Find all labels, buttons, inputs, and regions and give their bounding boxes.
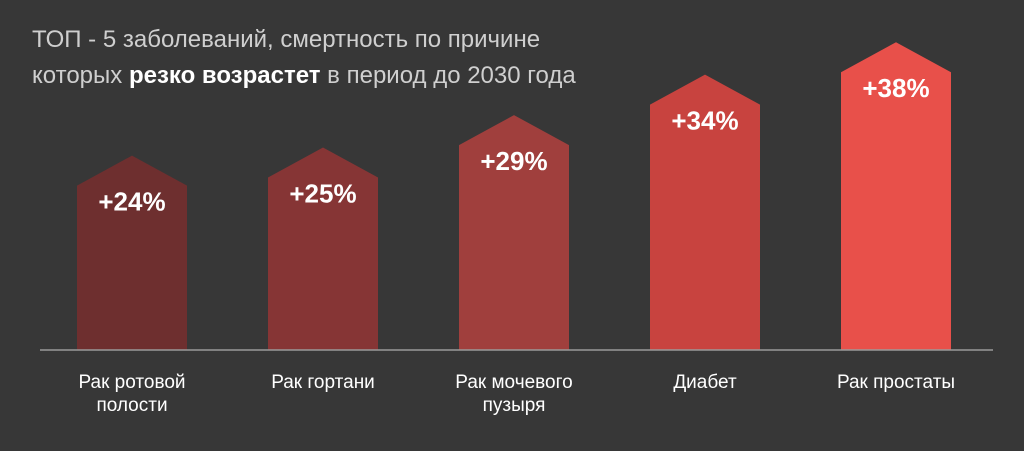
data-label: +25% [289,179,356,209]
data-label: +29% [480,146,547,176]
title-line-1: ТОП - 5 заболеваний, смертность по причи… [32,26,541,53]
category-label: Рак простаты [837,372,955,393]
title-line-2-pre: которых [32,62,129,89]
title-line-2-post: в период до 2030 года [320,62,576,89]
bar [77,155,187,350]
bar [650,74,760,350]
category-label-line: Рак ротовой [78,372,185,393]
bar [268,147,378,350]
bar [459,115,569,350]
category-label-line: пузыря [483,395,546,416]
bar [841,42,951,350]
data-label: +24% [98,187,165,217]
category-label-line: Рак простаты [837,372,955,393]
data-label: +34% [671,106,738,136]
category-label-line: Рак мочевого [455,372,572,393]
category-label: Рак мочевого пузыря [455,372,572,416]
category-label: Диабет [673,372,737,393]
title-line-2-bold: резко возрастет [128,62,321,89]
chart-title: ТОП - 5 заболеваний, смертность по причи… [32,22,632,94]
data-label: +38% [862,73,929,103]
category-label-line: Диабет [673,372,737,393]
category-label-line: полости [96,395,167,416]
category-label-line: Рак гортани [271,372,375,393]
category-label: Рак гортани [271,372,375,393]
category-label: Рак ротовой полости [78,372,185,416]
